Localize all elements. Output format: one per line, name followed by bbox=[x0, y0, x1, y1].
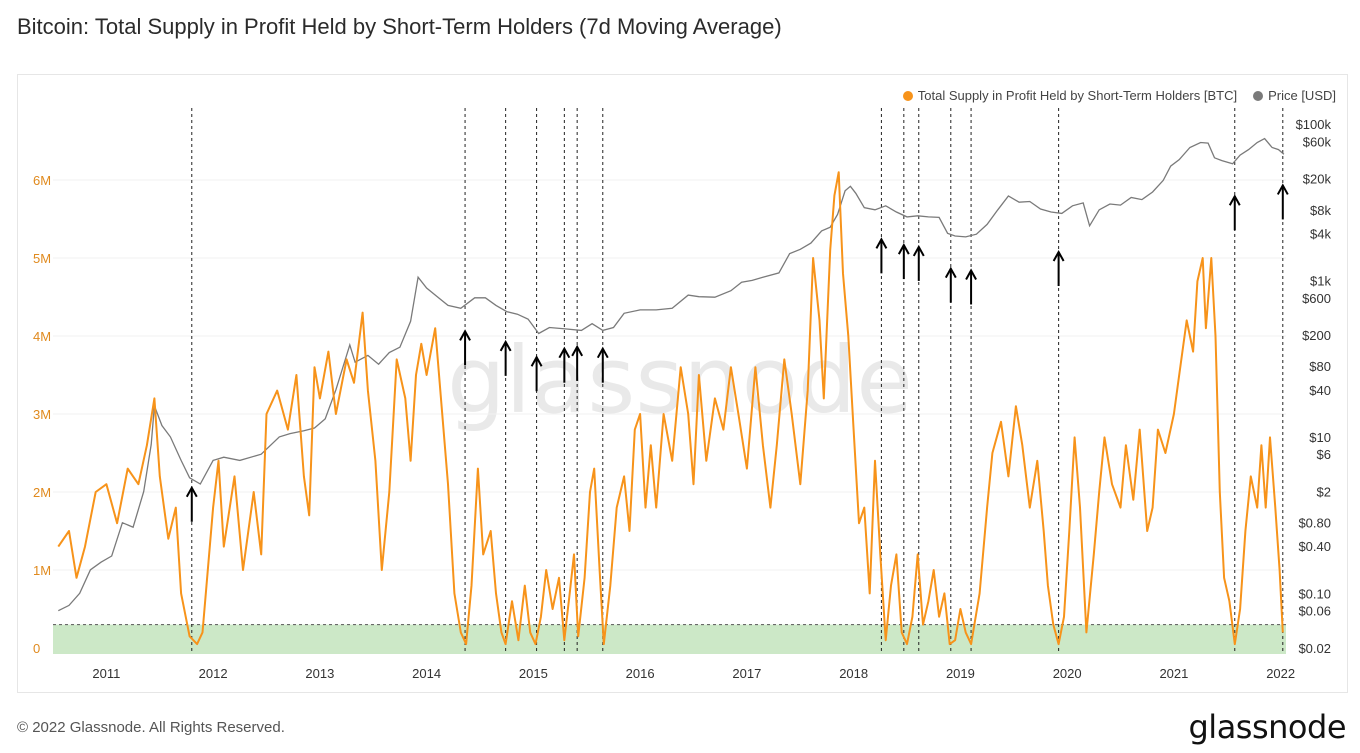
x-tick-label: 2021 bbox=[1159, 666, 1188, 681]
y-right-tick-label: $0.40 bbox=[1298, 539, 1331, 554]
x-tick-label: 2022 bbox=[1266, 666, 1295, 681]
arrow-head bbox=[897, 243, 910, 255]
x-tick-label: 2014 bbox=[412, 666, 441, 681]
y-right-tick-label: $4k bbox=[1310, 226, 1331, 241]
glassnode-logo: glassnode bbox=[1188, 708, 1346, 746]
x-tick-label: 2015 bbox=[519, 666, 548, 681]
copyright-footer: © 2022 Glassnode. All Rights Reserved. bbox=[17, 719, 285, 736]
y-right-tick-label: $6 bbox=[1317, 447, 1331, 462]
legend-supply-label: Total Supply in Profit Held by Short-Ter… bbox=[917, 88, 1238, 103]
y-right-tick-label: $20k bbox=[1303, 172, 1332, 187]
y-left-tick-label: 1M bbox=[33, 563, 51, 578]
y-left-tick-label: 4M bbox=[33, 329, 51, 344]
y-right-tick-label: $40 bbox=[1309, 383, 1331, 398]
y-right-tick-label: $1k bbox=[1310, 273, 1331, 288]
y-left-tick-label: 2M bbox=[33, 485, 51, 500]
legend: Total Supply in Profit Held by Short-Ter… bbox=[902, 88, 1336, 103]
x-tick-label: 2018 bbox=[839, 666, 868, 681]
arrow-head bbox=[558, 346, 571, 359]
y-right-tick-label: $8k bbox=[1310, 203, 1331, 218]
arrow-head bbox=[1228, 194, 1241, 206]
x-tick-label: 2017 bbox=[732, 666, 761, 681]
arrow-head bbox=[459, 329, 471, 341]
y-right-tick-label: $200 bbox=[1302, 328, 1331, 343]
y-left-tick-label: 3M bbox=[33, 407, 51, 422]
legend-supply-dot bbox=[902, 90, 913, 101]
y-right-tick-label: $2 bbox=[1317, 485, 1331, 500]
supply-line bbox=[57, 171, 1284, 646]
y-left-tick-label: 6M bbox=[33, 173, 51, 188]
y-right-tick-label: $10 bbox=[1309, 430, 1331, 445]
legend-price-label: Price [USD] bbox=[1268, 88, 1336, 103]
legend-item-price[interactable]: Price [USD] bbox=[1253, 88, 1336, 103]
y-right-tick-label: $0.02 bbox=[1298, 641, 1331, 656]
x-tick-label: 2013 bbox=[305, 666, 334, 681]
x-tick-label: 2011 bbox=[92, 666, 120, 681]
arrow-head bbox=[875, 237, 888, 249]
arrow-head bbox=[912, 244, 925, 257]
y-right-tick-label: $60k bbox=[1303, 134, 1332, 149]
threshold-zone bbox=[53, 624, 1286, 654]
arrow-head bbox=[1276, 183, 1289, 195]
legend-item-supply[interactable]: Total Supply in Profit Held by Short-Ter… bbox=[902, 88, 1238, 103]
y-right-tick-label: $0.10 bbox=[1298, 586, 1331, 601]
y-left-tick-label: 5M bbox=[33, 251, 51, 266]
arrow-head bbox=[965, 268, 977, 280]
legend-price-dot bbox=[1253, 90, 1264, 101]
chart-title: Bitcoin: Total Supply in Profit Held by … bbox=[17, 14, 782, 39]
arrow-head bbox=[499, 339, 512, 352]
arrow-head bbox=[185, 485, 198, 498]
arrow-head bbox=[596, 346, 609, 359]
y-right-tick-label: $100k bbox=[1296, 117, 1332, 132]
price-line bbox=[58, 137, 1285, 612]
x-tick-label: 2016 bbox=[626, 666, 655, 681]
y-right-tick-label: $0.06 bbox=[1298, 604, 1331, 619]
arrow-head bbox=[1052, 249, 1065, 262]
y-right-tick-label: $80 bbox=[1309, 359, 1331, 374]
y-right-tick-label: $600 bbox=[1302, 291, 1331, 306]
arrow-head bbox=[530, 355, 543, 367]
x-tick-label: 2019 bbox=[946, 666, 975, 681]
x-tick-label: 2012 bbox=[199, 666, 228, 681]
arrow-head bbox=[571, 344, 584, 357]
x-tick-label: 2020 bbox=[1053, 666, 1082, 681]
arrow-head bbox=[944, 266, 957, 279]
chart-frame bbox=[17, 74, 1348, 693]
y-left-tick-label: 0 bbox=[33, 641, 40, 656]
y-right-tick-label: $0.80 bbox=[1298, 516, 1331, 531]
